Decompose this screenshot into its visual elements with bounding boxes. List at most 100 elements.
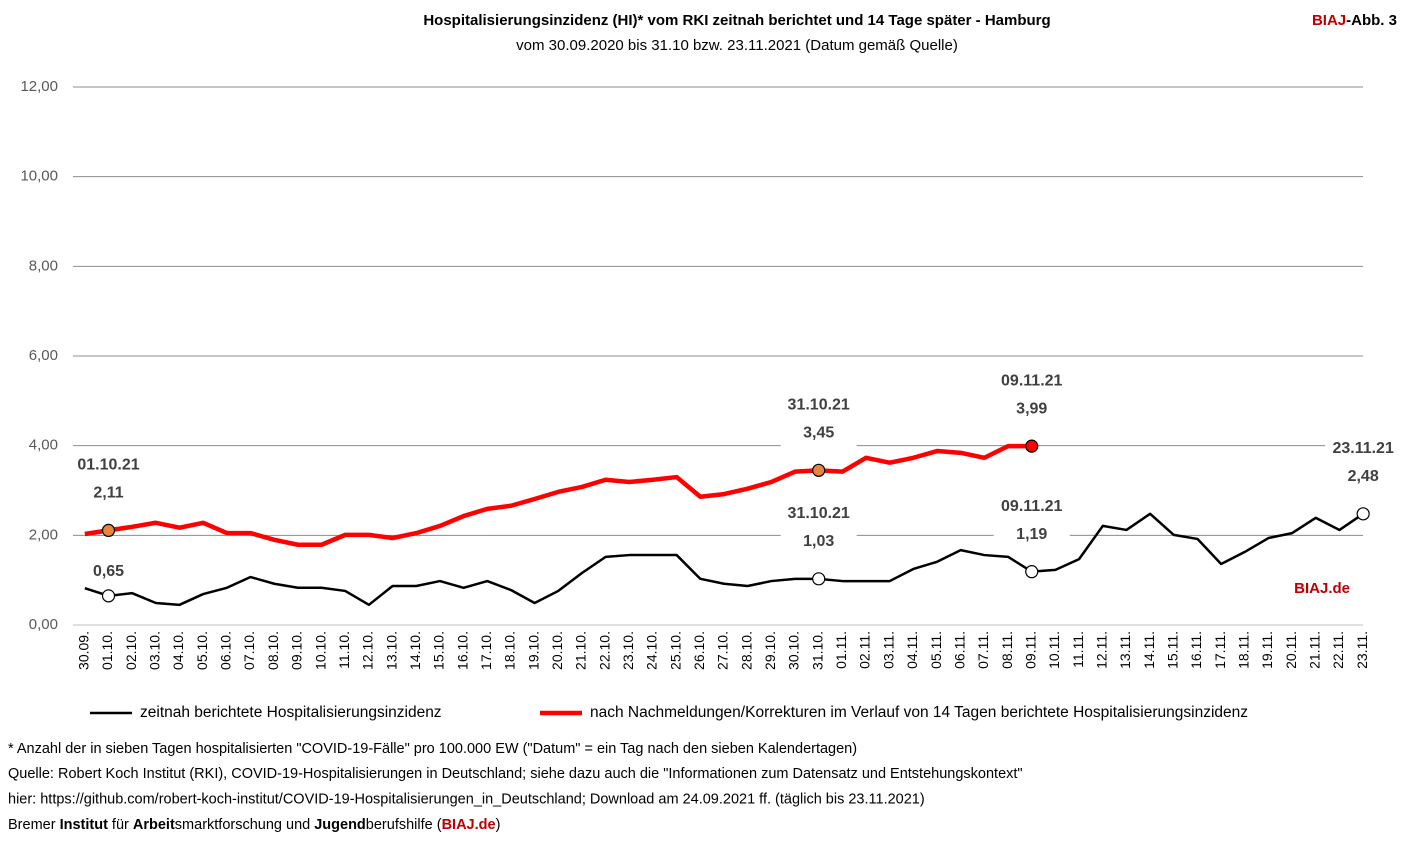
x-tick-label: 30.10. [786,631,802,670]
x-tick-label: 23.10. [620,631,636,670]
x-tick-label: 04.10. [170,631,186,670]
credit-part: für [108,817,133,833]
x-tick-label: 21.11. [1307,631,1323,669]
x-tick-label: 04.11. [904,631,920,669]
point-marker [812,463,826,477]
label-background [780,500,857,557]
date-label: 01.10.21 [77,457,139,474]
label-background [1325,435,1402,492]
x-tick-label: 27.10. [715,631,731,670]
y-tick-label: 8,00 [29,257,58,274]
date-label: 09.11.21 [1001,498,1063,515]
point-marker [1025,439,1039,453]
x-tick-label: 28.10. [738,631,754,670]
x-tick-label: 25.10. [667,631,683,670]
data-label: 1,19 [1016,526,1047,543]
x-tick-label: 15.11. [1164,631,1180,669]
x-tick-label: 09.11. [1022,631,1038,669]
x-tick-label: 19.10. [525,631,541,670]
credit-part: ) [496,817,501,833]
x-tick-label: 12.11. [1093,631,1109,669]
point-marker [101,589,116,603]
x-tick-label: 17.11. [1212,631,1228,669]
label-background [70,452,147,509]
x-tick-label: 12.10. [360,631,376,670]
x-tick-label: 09.10. [289,631,305,670]
series-line [84,443,1032,547]
x-tick-label: 05.10. [194,631,210,670]
x-tick-label: 11.10. [336,631,352,669]
point-marker [1356,507,1370,521]
x-tick-label: 17.10. [478,631,494,670]
credit: Bremer Institut für Arbeitsmarktforschun… [8,817,500,833]
chart-subtitle: vom 30.09.2020 bis 31.10 bzw. 23.11.2021… [516,37,958,54]
x-tick-label: 20.11. [1283,631,1299,669]
x-tick-label: 21.10. [573,631,589,670]
y-tick-label: 0,00 [29,616,58,633]
y-tick-label: 6,00 [29,347,58,364]
y-tick-label: 4,00 [29,437,58,454]
x-tick-label: 29.10. [762,631,778,670]
x-tick-label: 18.11. [1236,631,1252,669]
data-label: 2,11 [93,485,123,502]
x-tick-label: 06.10. [218,631,234,670]
x-tick-label: 01.10. [99,631,115,670]
x-tick-label: 02.10. [123,631,139,670]
label-background [780,392,857,449]
x-tick-label: 01.11. [833,631,849,669]
credit-part: Arbeit [133,817,175,833]
badge-brand: BIAJ [1312,12,1346,29]
x-tick-label: 15.10. [431,631,447,670]
x-tick-label: 13.10. [383,631,399,670]
x-tick-label: 10.10. [312,631,328,670]
badge-figure: -Abb. 3 [1346,12,1397,29]
credit-part: Jugend [314,817,366,833]
credit-part: Institut [60,817,108,833]
date-label: 31.10.21 [788,397,850,414]
x-tick-label: 05.11. [928,631,944,669]
x-tick-label: 08.10. [265,631,281,670]
credit-part: Bremer [8,817,60,833]
credit-part: berufshilfe ( [366,817,442,833]
point-marker [101,523,116,538]
x-tick-label: 26.10. [691,631,707,670]
footnote: * Anzahl der in sieben Tagen hospitalisi… [8,741,857,757]
x-tick-label: 18.10. [502,631,518,670]
date-label: 09.11.21 [1001,372,1063,389]
y-tick-label: 10,00 [20,168,58,185]
x-tick-label: 14.11. [1141,631,1157,669]
data-label: 0,65 [93,563,124,580]
x-tick-label: 06.11. [951,631,967,669]
x-tick-label: 07.11. [975,631,991,669]
x-tick-label: 31.10. [809,631,825,670]
x-tick-label: 08.11. [999,631,1015,669]
x-tick-label: 11.11. [1070,631,1086,668]
chart-title: Hospitalisierungsinzidenz (HI)* vom RKI … [423,12,1050,29]
data-label: 1,03 [803,533,834,550]
footnote: hier: https://github.com/robert-koch-ins… [8,791,925,807]
data-label: 3,45 [803,425,834,442]
x-tick-label: 24.10. [644,631,660,670]
x-tick-label: 20.10. [549,631,565,670]
x-tick-label: 23.11. [1354,631,1370,669]
legend-label: zeitnah berichtete Hospitalisierungsinzi… [140,704,442,721]
y-tick-label: 2,00 [29,526,58,543]
x-tick-label: 19.11. [1259,631,1275,669]
x-tick-label: 14.10. [407,631,423,670]
label-background [993,493,1070,550]
date-label: 31.10.21 [788,505,850,522]
x-tick-label: 30.09. [76,631,92,670]
x-tick-label: 22.10. [596,631,612,670]
point-marker [812,572,826,586]
credit-part: smarktforschung und [175,817,314,833]
x-tick-label: 10.11. [1046,631,1062,669]
label-background [993,368,1070,425]
x-tick-label: 03.10. [147,631,163,670]
series-line [84,512,1364,607]
footnote: Quelle: Robert Koch Institut (RKI), COVI… [8,766,1023,782]
legend-label: nach Nachmeldungen/Korrekturen im Verlau… [590,704,1248,721]
date-label: 23.11.21 [1332,440,1394,457]
data-label: 2,48 [1348,468,1379,485]
